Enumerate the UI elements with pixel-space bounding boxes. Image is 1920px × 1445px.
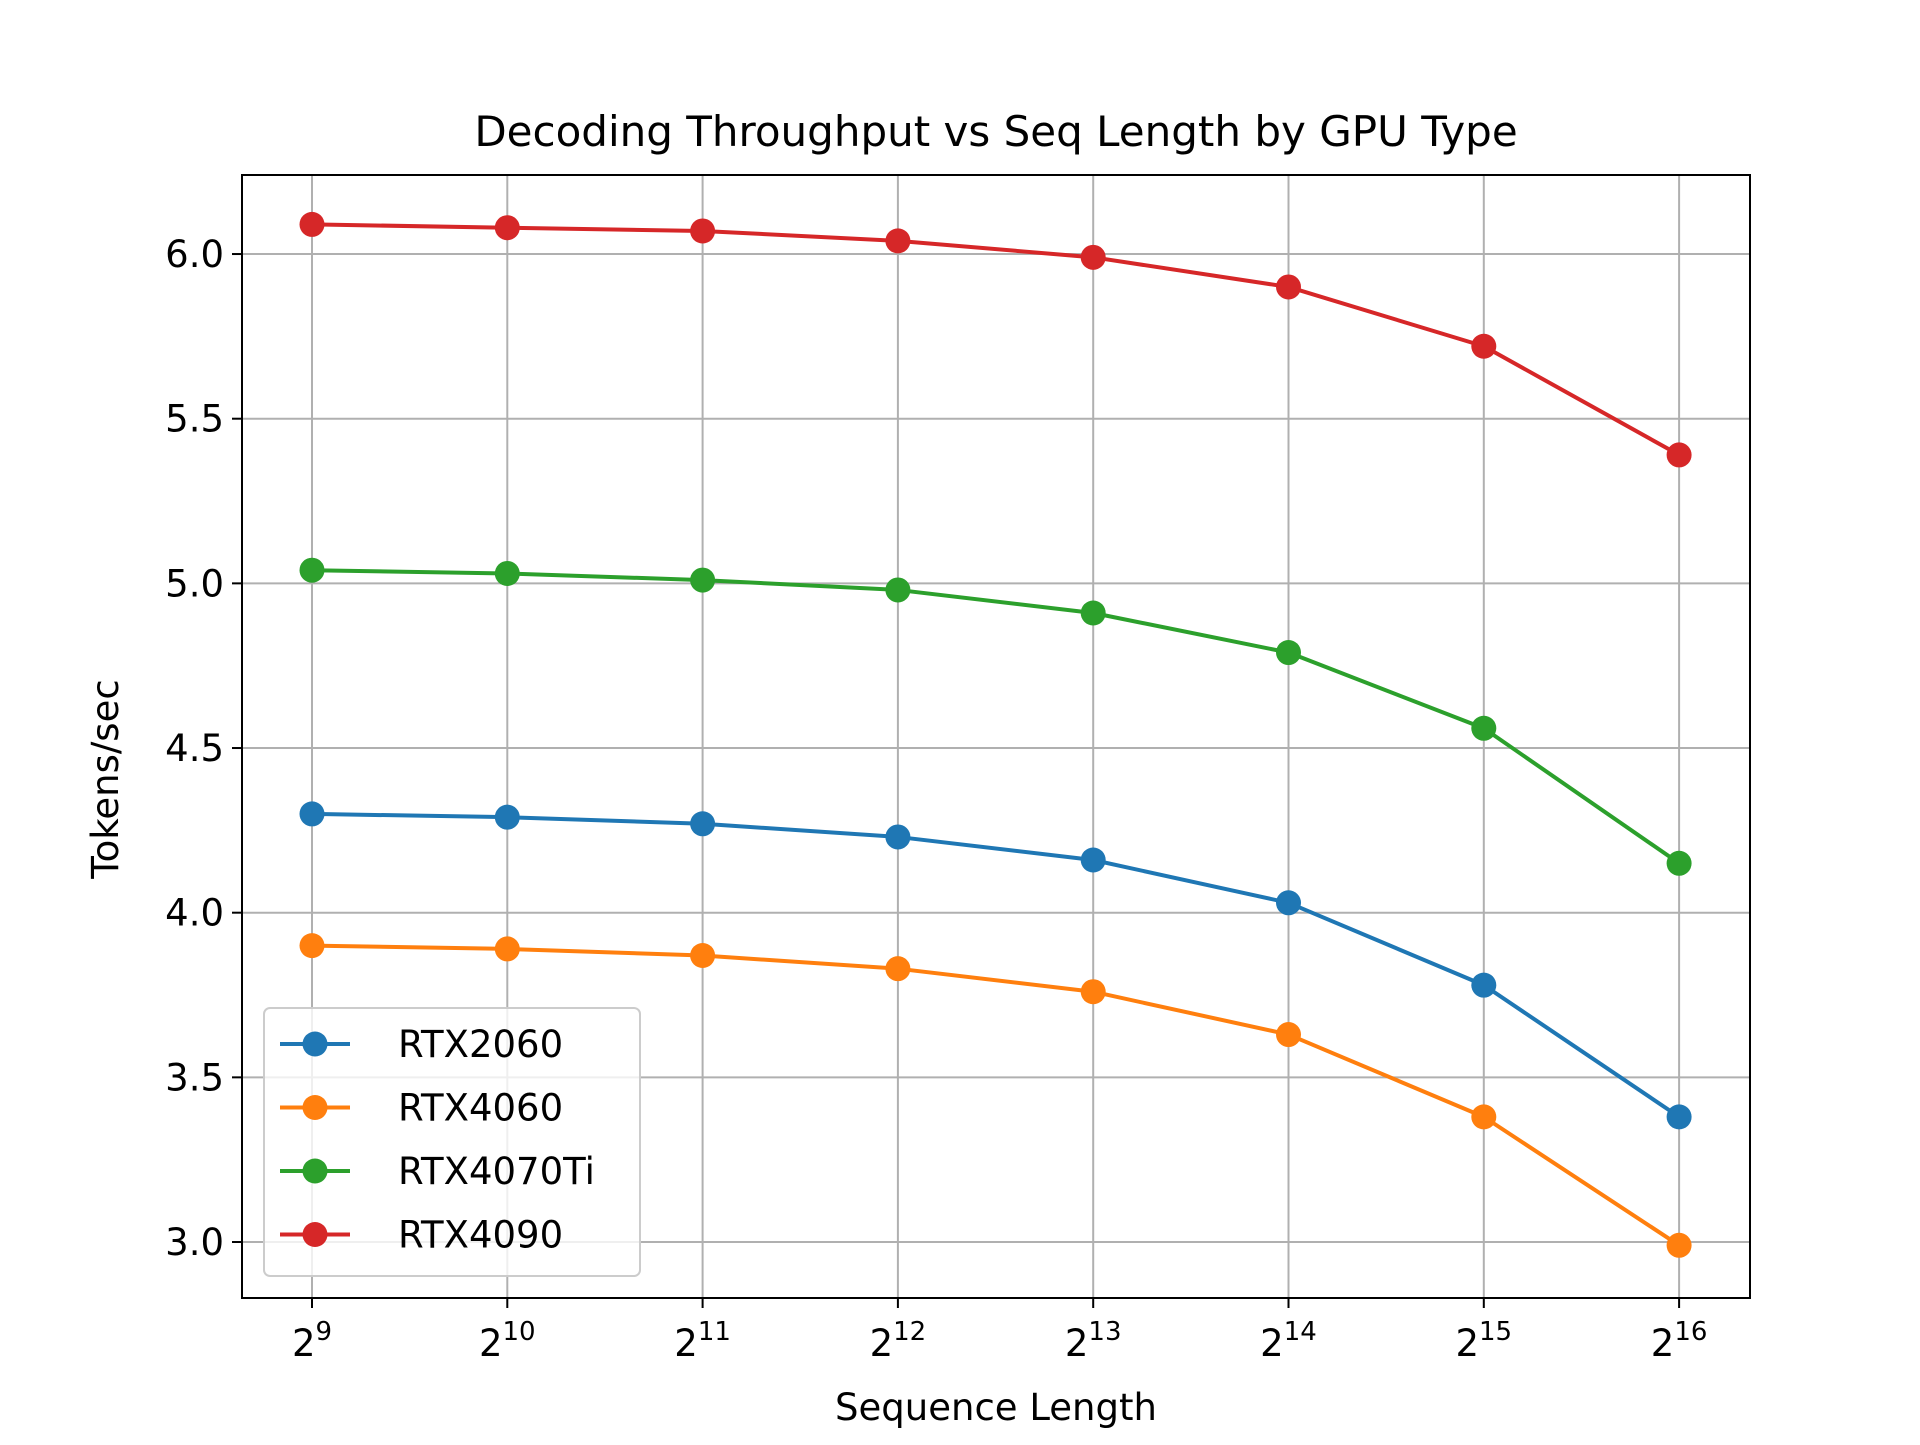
x-tick-base: 2 xyxy=(870,1322,894,1365)
legend-swatch-marker xyxy=(302,1158,328,1184)
data-point xyxy=(494,215,520,241)
data-point xyxy=(885,577,911,603)
data-point xyxy=(1080,244,1106,270)
legend-label: RTX4070Ti xyxy=(398,1150,595,1193)
series-layer xyxy=(299,211,1692,1258)
x-tick-label: 211 xyxy=(674,1317,731,1365)
series-line xyxy=(311,222,1681,457)
data-point xyxy=(1080,600,1106,626)
data-point xyxy=(690,567,716,593)
data-point xyxy=(1276,890,1301,916)
x-tick-label: 210 xyxy=(479,1317,536,1365)
y-axis-label: Tokens/sec xyxy=(84,679,127,879)
data-point xyxy=(1471,333,1497,359)
legend-entry: RTX4060 xyxy=(280,1087,563,1130)
x-tick-exponent: 12 xyxy=(893,1317,926,1347)
data-point xyxy=(494,804,520,830)
axis-ticks: 29 210 211 212 213 214 215 2163.03.54.04.55.05.… xyxy=(165,233,1707,1365)
series-line xyxy=(311,943,1681,1247)
plot-frame xyxy=(241,174,1751,1299)
y-tick-label: 3.0 xyxy=(165,1221,224,1264)
x-tick-exponent: 15 xyxy=(1479,1317,1512,1347)
x-tick-base: 2 xyxy=(674,1322,698,1365)
x-tick-base: 2 xyxy=(1651,1322,1675,1365)
series-rtx4070ti xyxy=(299,557,1692,876)
x-tick-label: 216 xyxy=(1651,1317,1708,1365)
data-point xyxy=(1666,1232,1692,1258)
legend: RTX2060 RTX4060 RTX4070Ti RTX4090 xyxy=(263,1007,641,1277)
legend-label: RTX2060 xyxy=(398,1023,563,1066)
x-tick-label: 214 xyxy=(1260,1317,1317,1365)
x-tick-exponent: 10 xyxy=(503,1317,536,1347)
data-point xyxy=(299,211,325,237)
legend-label: RTX4090 xyxy=(398,1214,563,1257)
data-point xyxy=(494,560,520,586)
x-tick-exponent: 13 xyxy=(1088,1317,1121,1347)
x-tick-label: 212 xyxy=(870,1317,927,1365)
legend-swatch-marker xyxy=(302,1095,328,1120)
data-point xyxy=(690,943,716,969)
y-tick-label: 4.5 xyxy=(165,727,224,770)
y-tick-label: 5.0 xyxy=(165,562,224,605)
x-tick-base: 2 xyxy=(1260,1322,1284,1365)
x-tick-exponent: 14 xyxy=(1284,1317,1317,1347)
data-point xyxy=(1471,715,1497,741)
legend-swatch-marker xyxy=(302,1031,328,1057)
series-rtx4090 xyxy=(299,211,1692,468)
x-tick-exponent: 16 xyxy=(1674,1317,1707,1347)
y-tick-label: 5.5 xyxy=(165,398,224,441)
legend-entry: RTX2060 xyxy=(280,1023,563,1066)
legend-entry: RTX4090 xyxy=(280,1214,563,1257)
x-tick-base: 2 xyxy=(1065,1322,1089,1365)
x-tick-label: 213 xyxy=(1065,1317,1122,1365)
x-tick-base: 2 xyxy=(1455,1322,1479,1365)
series-line xyxy=(311,568,1681,865)
data-point xyxy=(690,811,716,837)
x-axis-label: Sequence Length xyxy=(835,1386,1157,1429)
data-point xyxy=(885,956,911,982)
data-point xyxy=(299,933,325,959)
legend-box xyxy=(263,1007,641,1277)
data-point xyxy=(885,824,911,850)
data-point xyxy=(1276,274,1301,300)
data-point xyxy=(885,228,911,254)
legend-swatch-marker xyxy=(302,1222,328,1247)
data-point xyxy=(1471,972,1497,998)
x-tick-exponent: 11 xyxy=(698,1317,731,1347)
data-point xyxy=(1666,442,1692,468)
x-tick-label: 29 xyxy=(292,1317,332,1365)
series-line xyxy=(311,811,1681,1119)
legend-label: RTX4060 xyxy=(398,1087,563,1130)
data-point xyxy=(1080,847,1106,873)
x-tick-base: 2 xyxy=(479,1322,503,1365)
y-tick-label: 6.0 xyxy=(165,233,224,276)
data-point xyxy=(494,936,520,962)
x-tick-base: 2 xyxy=(292,1322,316,1365)
data-point xyxy=(1666,1104,1692,1130)
series-rtx2060 xyxy=(299,801,1692,1130)
y-tick-label: 3.5 xyxy=(165,1056,224,1099)
data-point xyxy=(1666,850,1692,876)
data-point xyxy=(1080,979,1106,1005)
data-point xyxy=(1471,1104,1497,1130)
data-point xyxy=(299,801,325,827)
x-tick-label: 215 xyxy=(1455,1317,1512,1365)
legend-entry: RTX4070Ti xyxy=(280,1150,595,1193)
x-tick-exponent: 9 xyxy=(316,1317,333,1347)
data-point xyxy=(690,218,716,244)
data-point xyxy=(1276,1022,1301,1048)
data-point xyxy=(299,557,325,583)
chart-title: Decoding Throughput vs Seq Length by GPU… xyxy=(474,107,1517,156)
data-point xyxy=(1276,640,1301,666)
series-rtx4060 xyxy=(299,933,1692,1258)
y-tick-label: 4.0 xyxy=(165,892,224,935)
